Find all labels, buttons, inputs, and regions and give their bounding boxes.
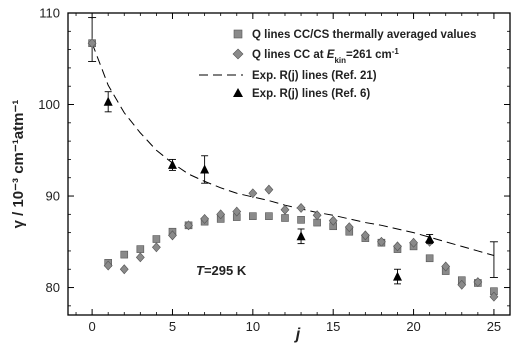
- square-point: [425, 254, 434, 263]
- tick-labels: 0 5 10 15 20 25 80 90 100 110: [38, 6, 501, 335]
- legend-marker-square: [233, 29, 243, 39]
- diamond-point: [441, 261, 451, 272]
- x-tick-label: 10: [246, 319, 260, 334]
- data-marks: [87, 38, 499, 302]
- square-point: [265, 212, 273, 220]
- square-point: [152, 235, 161, 243]
- diamond-point: [393, 241, 402, 252]
- x-tick-label: 25: [487, 319, 501, 334]
- legend-marker-triangle: [233, 88, 243, 97]
- legend-label-triangle: Exp. R(j) lines (Ref. 6): [252, 88, 370, 100]
- diamond-point: [409, 237, 418, 248]
- triangle-point: [425, 234, 435, 244]
- x-tick-label: 20: [406, 319, 420, 334]
- x-axis-title: j: [294, 326, 301, 343]
- diamond-point: [360, 230, 370, 241]
- diamond-point: [200, 213, 210, 224]
- y-tick-label: 110: [39, 6, 60, 21]
- diamond-point: [119, 264, 129, 275]
- legend-label-dashed: Exp. R(j) lines (Ref. 21): [252, 70, 377, 82]
- legend-label-square: Q lines CC/CS thermally averaged values: [252, 29, 476, 41]
- diamond-point: [312, 210, 322, 221]
- diamond-point: [168, 230, 177, 241]
- diamond-point: [248, 188, 258, 199]
- triangle-point: [296, 231, 306, 241]
- square-point: [297, 216, 305, 224]
- axis-ticks: [68, 12, 511, 315]
- x-tick-label: 0: [88, 319, 95, 334]
- y-tick-label: 80: [46, 280, 60, 295]
- square-point: [281, 214, 289, 222]
- square-point: [249, 212, 257, 220]
- square-point: [120, 250, 129, 259]
- triangle-point: [103, 96, 113, 106]
- diamond-point: [296, 202, 306, 213]
- diamond-point: [264, 184, 274, 195]
- diamond-point: [489, 291, 499, 302]
- diamond-point: [184, 220, 193, 231]
- y-axis-title: γ / 10⁻³ cm⁻¹atm⁻¹: [10, 100, 27, 229]
- y-tick-label: 100: [38, 97, 60, 112]
- diamond-point: [216, 209, 226, 220]
- square-point: [136, 245, 145, 253]
- legend-marker-diamond: [232, 48, 244, 60]
- diamond-point: [457, 279, 467, 290]
- diamond-point: [344, 222, 354, 233]
- y-tick-label: 90: [46, 189, 60, 204]
- plot-frame: [67, 12, 511, 316]
- temperature-annotation: T=295 K: [196, 263, 247, 278]
- dashed-curve-ref21: [91, 43, 495, 256]
- diamond-point: [473, 277, 483, 288]
- legend: Q lines CC/CS thermally averaged values …: [199, 29, 476, 100]
- triangle-point: [167, 159, 177, 169]
- x-tick-label: 15: [326, 319, 340, 334]
- diamond-point: [103, 260, 113, 271]
- diamond-point: [232, 206, 242, 217]
- diamond-point: [135, 252, 145, 263]
- diamond-point: [377, 236, 386, 247]
- triangle-point: [392, 271, 402, 281]
- diamond-point: [328, 215, 338, 226]
- triangle-point: [200, 164, 210, 174]
- legend-label-diamond: Q lines CC at Ekin=261 cm-1: [252, 47, 399, 65]
- x-tick-label: 5: [169, 319, 176, 334]
- diamond-point: [87, 38, 97, 49]
- diamond-point: [151, 242, 161, 253]
- diamond-point: [280, 204, 290, 215]
